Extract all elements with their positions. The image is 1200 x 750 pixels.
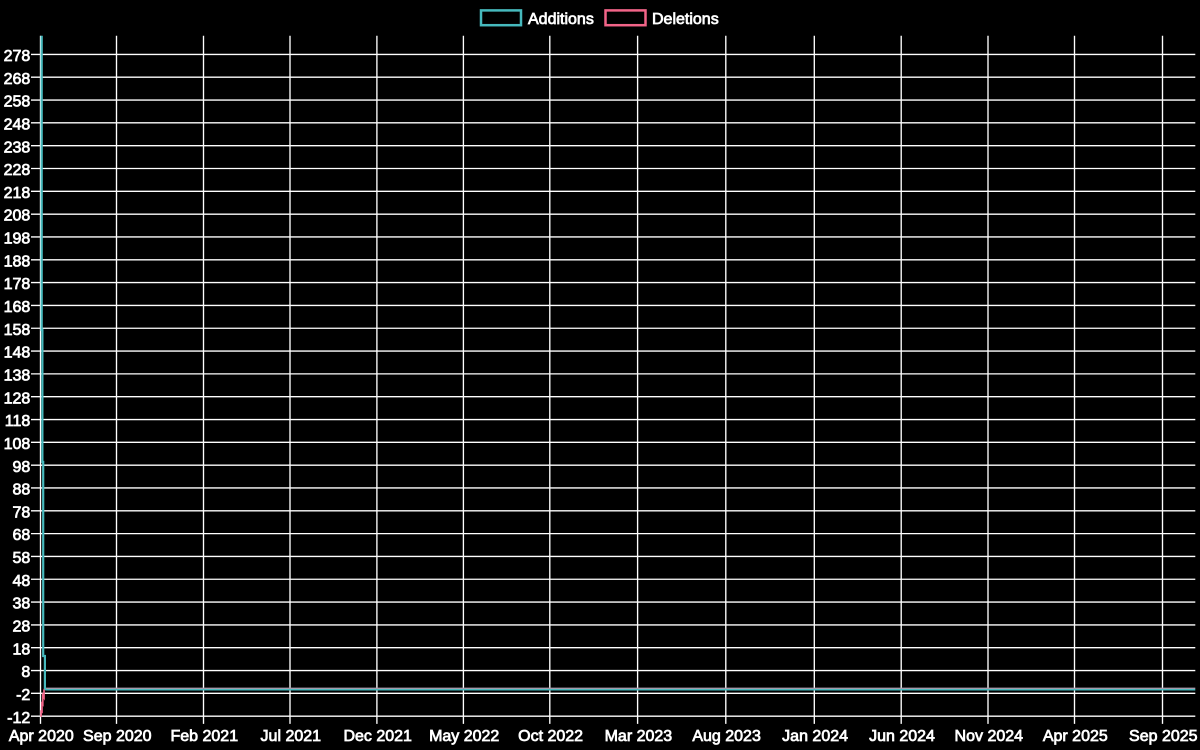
svg-text:Nov 2024: Nov 2024 (955, 728, 1024, 745)
svg-text:Dec 2021: Dec 2021 (343, 728, 412, 745)
svg-text:98: 98 (13, 459, 31, 476)
svg-text:248: 248 (4, 116, 31, 133)
svg-text:38: 38 (13, 596, 31, 613)
svg-text:218: 218 (4, 185, 31, 202)
svg-text:Apr 2025: Apr 2025 (1043, 728, 1108, 745)
svg-text:Jul 2021: Jul 2021 (261, 728, 322, 745)
svg-text:Sep 2025: Sep 2025 (1129, 728, 1198, 745)
svg-text:Feb 2021: Feb 2021 (170, 728, 238, 745)
svg-text:Sep 2020: Sep 2020 (83, 728, 152, 745)
svg-text:258: 258 (4, 94, 31, 111)
svg-text:Deletions: Deletions (652, 11, 719, 28)
svg-text:188: 188 (4, 253, 31, 270)
svg-text:Jun 2024: Jun 2024 (869, 728, 935, 745)
svg-text:Apr 2020: Apr 2020 (9, 728, 74, 745)
svg-text:208: 208 (4, 208, 31, 225)
svg-text:108: 108 (4, 436, 31, 453)
svg-text:Additions: Additions (528, 11, 594, 28)
svg-text:18: 18 (13, 641, 31, 658)
svg-text:158: 158 (4, 322, 31, 339)
svg-text:228: 228 (4, 162, 31, 179)
svg-text:138: 138 (4, 367, 31, 384)
svg-text:278: 278 (4, 48, 31, 65)
svg-text:168: 168 (4, 299, 31, 316)
svg-text:58: 58 (13, 550, 31, 567)
svg-text:Mar 2023: Mar 2023 (605, 728, 673, 745)
svg-text:Aug 2023: Aug 2023 (692, 728, 761, 745)
svg-text:78: 78 (13, 504, 31, 521)
svg-text:198: 198 (4, 231, 31, 248)
svg-text:8: 8 (21, 664, 30, 681)
svg-text:68: 68 (13, 527, 31, 544)
svg-text:Jan 2024: Jan 2024 (782, 728, 848, 745)
svg-text:268: 268 (4, 71, 31, 88)
svg-text:178: 178 (4, 276, 31, 293)
svg-text:128: 128 (4, 390, 31, 407)
svg-text:28: 28 (13, 619, 31, 636)
svg-text:238: 238 (4, 139, 31, 156)
svg-text:88: 88 (13, 482, 31, 499)
svg-text:118: 118 (5, 413, 31, 430)
svg-text:148: 148 (4, 345, 31, 362)
svg-text:-2: -2 (16, 687, 30, 704)
svg-text:May 2022: May 2022 (429, 728, 499, 745)
svg-text:Oct 2022: Oct 2022 (518, 728, 583, 745)
svg-text:-12: -12 (7, 710, 30, 727)
svg-text:48: 48 (13, 573, 31, 590)
